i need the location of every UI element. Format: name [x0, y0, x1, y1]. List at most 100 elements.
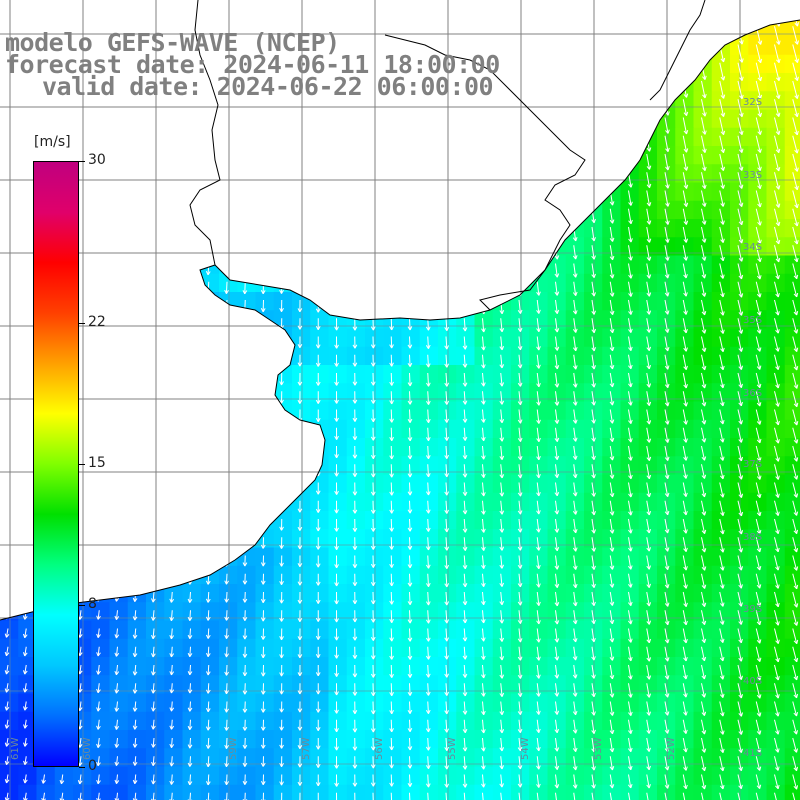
wind-arrow	[499, 135, 505, 150]
wind-cell	[109, 438, 129, 457]
wind-arrow	[96, 8, 100, 19]
wind-cell	[401, 675, 421, 694]
wind-arrow	[573, 153, 578, 169]
wind-arrow	[591, 482, 596, 497]
wind-arrow	[792, 299, 799, 316]
wind-arrow	[646, 464, 652, 480]
wind-cell	[657, 419, 676, 439]
wind-arrow	[370, 318, 376, 331]
wind-cell	[657, 346, 676, 366]
wind-arrow	[664, 500, 670, 516]
wind-cell	[401, 401, 421, 421]
wind-cell	[456, 638, 475, 658]
wind-arrow	[444, 318, 449, 332]
wind-cell	[274, 0, 293, 19]
wind-cell	[365, 273, 384, 293]
wind-cell	[638, 200, 658, 220]
wind-arrow	[701, 555, 707, 571]
wind-arrow	[150, 117, 156, 129]
wind-arrow	[334, 226, 339, 240]
wind-cell	[748, 54, 767, 74]
wind-arrow	[554, 537, 560, 552]
wind-arrow	[151, 555, 156, 566]
wind-arrow	[609, 391, 615, 406]
wind-cell	[310, 146, 329, 165]
wind-arrow	[664, 281, 670, 297]
wind-arrow	[774, 26, 781, 45]
wind-cell	[91, 492, 110, 512]
wind-cell	[602, 766, 621, 786]
wind-cell	[620, 292, 640, 311]
wind-cell	[346, 127, 366, 147]
wind-cell	[365, 711, 384, 731]
wind-arrow	[499, 409, 505, 424]
wind-arrow	[114, 281, 119, 294]
wind-cell	[438, 255, 457, 275]
wind-cell	[438, 200, 457, 220]
wind-cell	[638, 602, 658, 621]
wind-cell	[109, 711, 129, 731]
wind-arrow	[352, 153, 358, 167]
wind-cell	[456, 219, 475, 238]
wind-cell	[511, 401, 530, 421]
wind-arrow	[719, 263, 725, 279]
wind-arrow	[242, 226, 248, 240]
wind-cell	[675, 584, 694, 603]
wind-arrow	[260, 354, 266, 366]
wind-cell	[711, 219, 731, 238]
wind-cell	[456, 693, 475, 713]
wind-arrow	[114, 372, 120, 384]
wind-arrow	[444, 591, 450, 606]
wind-cell	[219, 182, 238, 202]
wind-arrow	[150, 208, 156, 221]
wind-arrow	[719, 20, 726, 26]
wind-cell	[730, 310, 749, 329]
wind-arrow	[114, 299, 119, 312]
wind-arrow	[114, 226, 119, 239]
wind-arrow	[609, 427, 615, 443]
wind-arrow	[719, 135, 726, 154]
wind-arrow	[664, 482, 670, 498]
wind-cell	[164, 565, 183, 585]
wind-arrow	[682, 172, 689, 189]
wind-arrow	[646, 445, 652, 462]
wind-arrow	[132, 445, 138, 458]
wind-cell	[565, 328, 585, 348]
wind-arrow	[114, 245, 119, 257]
wind-arrow	[609, 80, 615, 98]
wind-arrow	[572, 263, 578, 278]
wind-arrow	[315, 336, 321, 349]
wind-cell	[529, 675, 548, 694]
wind-arrow	[96, 409, 101, 420]
wind-cell	[565, 492, 585, 512]
wind-arrow	[554, 445, 560, 460]
wind-cell	[146, 474, 165, 494]
wind-arrow	[95, 117, 101, 129]
wind-arrow	[169, 318, 175, 329]
wind-cell	[419, 547, 439, 567]
wind-arrow	[609, 318, 615, 334]
wind-cell	[638, 219, 658, 238]
wind-cell	[675, 529, 694, 548]
wind-cell	[565, 730, 585, 749]
wind-cell	[200, 748, 220, 767]
wind-cell	[365, 127, 384, 147]
wind-cell	[419, 182, 439, 202]
wind-cell	[711, 456, 731, 475]
wind-cell	[401, 748, 421, 767]
wind-arrow	[774, 537, 780, 553]
wind-arrow	[646, 172, 652, 189]
wind-arrow	[389, 500, 394, 514]
wind-cell	[237, 346, 256, 366]
wind-cell	[711, 127, 731, 147]
wind-cell	[456, 200, 475, 220]
wind-arrow	[609, 537, 615, 552]
wind-cell	[401, 182, 421, 202]
wind-arrow	[41, 117, 46, 129]
wind-cell	[383, 547, 402, 567]
wind-arrow	[78, 8, 82, 19]
wind-cell	[109, 584, 129, 603]
wind-arrow	[755, 99, 763, 118]
wind-arrow	[517, 464, 523, 479]
wind-arrow	[242, 281, 248, 295]
